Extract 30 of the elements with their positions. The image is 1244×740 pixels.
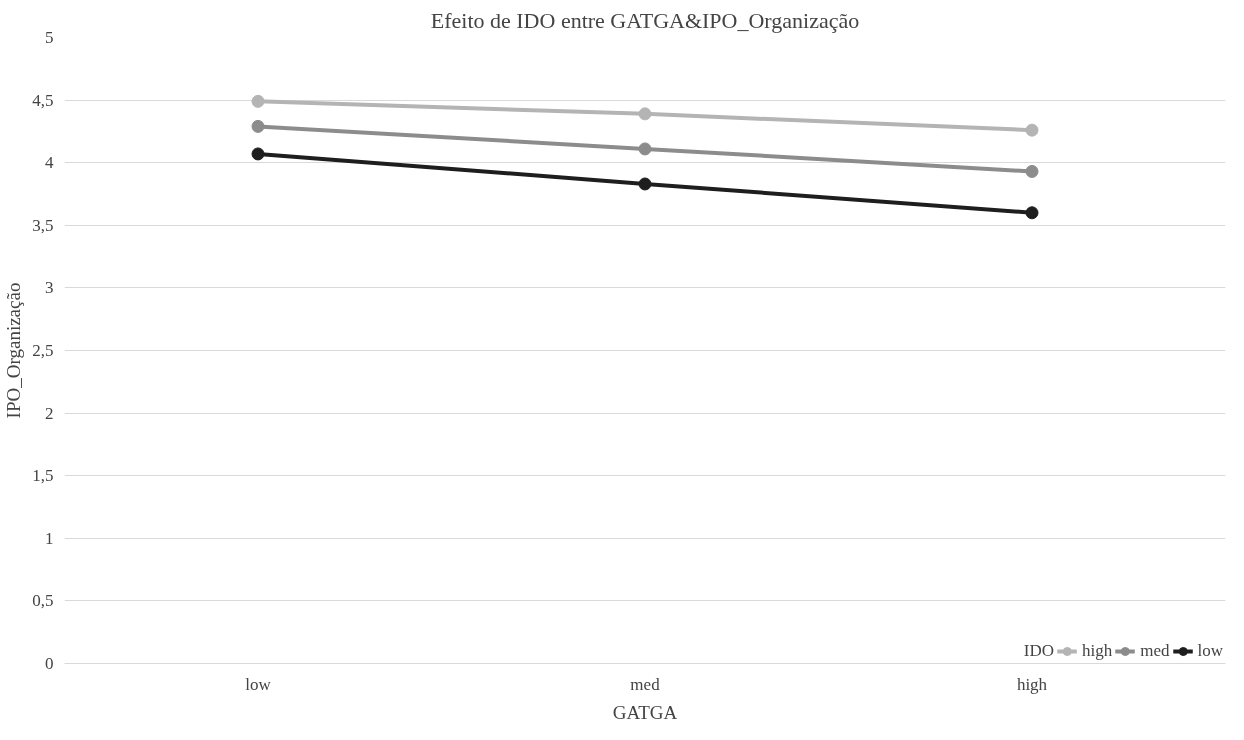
y-tick-label: 1 [45, 528, 54, 548]
point [251, 147, 265, 161]
y-tick-label: 4 [45, 153, 54, 173]
point [638, 107, 652, 121]
legend-title: IDO [1023, 641, 1054, 661]
legend-label: low [1197, 641, 1223, 661]
point [1025, 206, 1039, 220]
y-tick-label: 2,5 [32, 341, 54, 360]
y-tick-label: 3,5 [32, 215, 54, 235]
y-tick-label: 4,5 [32, 90, 54, 110]
point [251, 119, 265, 133]
point [638, 177, 652, 191]
point [1025, 123, 1039, 137]
x-tick-label: low [245, 674, 272, 694]
x-axis-title: GATGA [612, 701, 678, 723]
y-tick-label: 1,5 [32, 466, 54, 486]
y-tick-label: 0 [45, 654, 54, 673]
chart-title: Efeito de IDO entre GATGA&IPO_Organização [430, 7, 860, 33]
y-tick-label: 0,5 [32, 591, 54, 611]
point [251, 94, 265, 108]
point [638, 142, 652, 156]
x-tick-label: high [1016, 674, 1048, 694]
x-tick-label: med [630, 674, 661, 694]
y-tick-label: 2 [45, 403, 54, 423]
y-axis-title: IPO_Organização [3, 282, 25, 419]
legend-label: med [1140, 641, 1170, 661]
y-tick-label: 3 [45, 278, 54, 298]
point [1025, 164, 1039, 178]
legend-label: high [1081, 641, 1113, 661]
y-tick-label: 5 [45, 28, 54, 47]
